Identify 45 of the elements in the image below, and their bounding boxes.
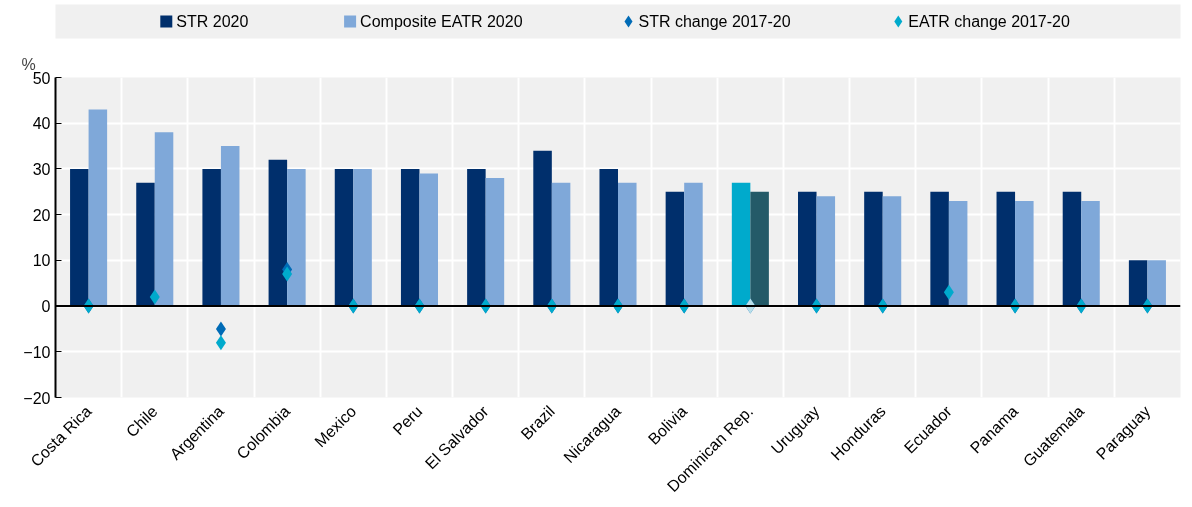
y-tick-label: −20: [23, 389, 51, 407]
bar: [882, 196, 902, 307]
bar: [948, 200, 968, 307]
legend-label: STR 2020: [176, 13, 249, 30]
bar: [334, 168, 354, 307]
bar: [1015, 200, 1034, 307]
bar: [816, 196, 836, 307]
bar: [70, 168, 89, 307]
y-tick-label: 30: [32, 160, 51, 178]
bar: [864, 191, 883, 307]
bar: [798, 191, 817, 307]
bar: [684, 182, 703, 307]
bar: [1081, 200, 1100, 307]
bar: [220, 146, 240, 307]
bar: [154, 132, 174, 307]
bar: [551, 182, 571, 307]
legend-label: STR change 2017-20: [638, 13, 791, 30]
legend-label: EATR change 2017-20: [908, 13, 1070, 30]
bar: [202, 168, 221, 307]
bar: [353, 168, 372, 307]
bar: [419, 173, 438, 307]
bar: [268, 159, 288, 307]
legend-label: Composite EATR 2020: [360, 13, 523, 30]
bar: [287, 168, 306, 307]
bar: [467, 168, 486, 307]
bar: [731, 182, 751, 307]
bar: [400, 168, 420, 307]
y-tick-label: 0: [41, 298, 51, 316]
bar: [930, 191, 949, 307]
bar: [533, 150, 552, 307]
bar: [136, 182, 155, 307]
bar: [599, 168, 618, 307]
bar: [1128, 260, 1148, 307]
bar: [1147, 260, 1166, 307]
bar: [618, 182, 637, 307]
bar: [485, 178, 505, 307]
bar: [996, 191, 1016, 307]
bar: [665, 191, 685, 307]
y-tick-label: 20: [32, 206, 51, 224]
y-tick-label: 10: [32, 252, 51, 270]
bar: [1062, 191, 1082, 307]
y-tick-label: 40: [32, 115, 51, 133]
bar: [88, 109, 108, 307]
bar: [750, 191, 769, 307]
y-tick-label: −10: [23, 343, 51, 361]
